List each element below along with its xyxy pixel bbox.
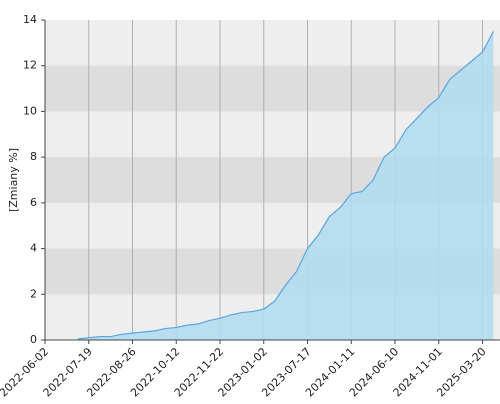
grid-band — [45, 65, 500, 112]
area — [77, 31, 494, 341]
y-tick-label: 10 — [23, 104, 37, 117]
y-tick-label: 2 — [30, 287, 37, 300]
line — [77, 31, 494, 340]
y-tick-label: 14 — [23, 13, 37, 26]
y-tick-label: 8 — [30, 150, 37, 163]
y-tick-label: 0 — [30, 333, 37, 346]
y-axis-label: [Zmiany %] — [7, 148, 20, 212]
y-tick-label: 4 — [30, 242, 37, 255]
y-tick-label: 12 — [23, 59, 37, 72]
y-tick-label: 6 — [30, 196, 37, 209]
